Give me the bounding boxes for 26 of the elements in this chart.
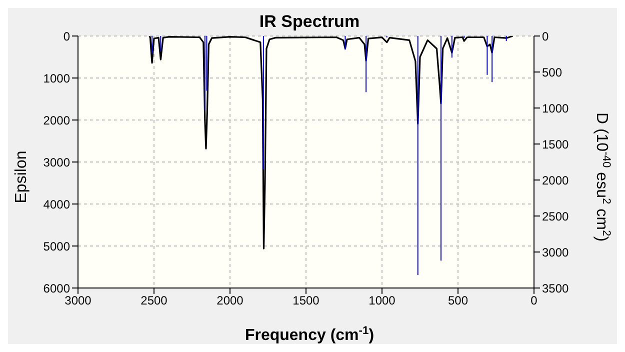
x-tick-label: 1500 — [292, 294, 320, 308]
line-series — [148, 36, 514, 250]
x-tick-label: 2500 — [140, 294, 168, 308]
x-axis-title: Frequency (cm$^{-1}$) — [244, 325, 374, 344]
y-tick-label: 0 — [63, 29, 70, 44]
y-axis-title: Epsilon — [13, 150, 30, 204]
y-tick-label: 1000 — [43, 71, 70, 86]
y2-tick-label: 1000 — [542, 101, 570, 116]
y2-tick-label: 2000 — [542, 173, 570, 188]
y-tick-label: 6000 — [43, 281, 70, 296]
x-tick-label: 0 — [530, 294, 538, 308]
y2-tick-label: 2500 — [542, 209, 570, 224]
y-tick-label: 4000 — [43, 197, 70, 212]
x-tick-label: 500 — [448, 294, 468, 308]
y-tick-label: 2000 — [43, 113, 70, 128]
chart-title: IR Spectrum — [259, 12, 360, 31]
y2-tick-label: 3500 — [542, 281, 570, 296]
y2-tick-label: 500 — [542, 65, 562, 80]
x-tick-label: 3000 — [64, 294, 92, 308]
y-tick-label: 5000 — [43, 239, 70, 254]
y-tick-label: 3000 — [43, 155, 70, 170]
y2-tick-label: 1500 — [542, 137, 570, 152]
y2-tick-label: 0 — [542, 29, 549, 44]
y2-tick-label: 3000 — [542, 245, 570, 260]
x-tick-label: 2000 — [216, 294, 244, 308]
x-tick-label: 1000 — [368, 294, 396, 308]
